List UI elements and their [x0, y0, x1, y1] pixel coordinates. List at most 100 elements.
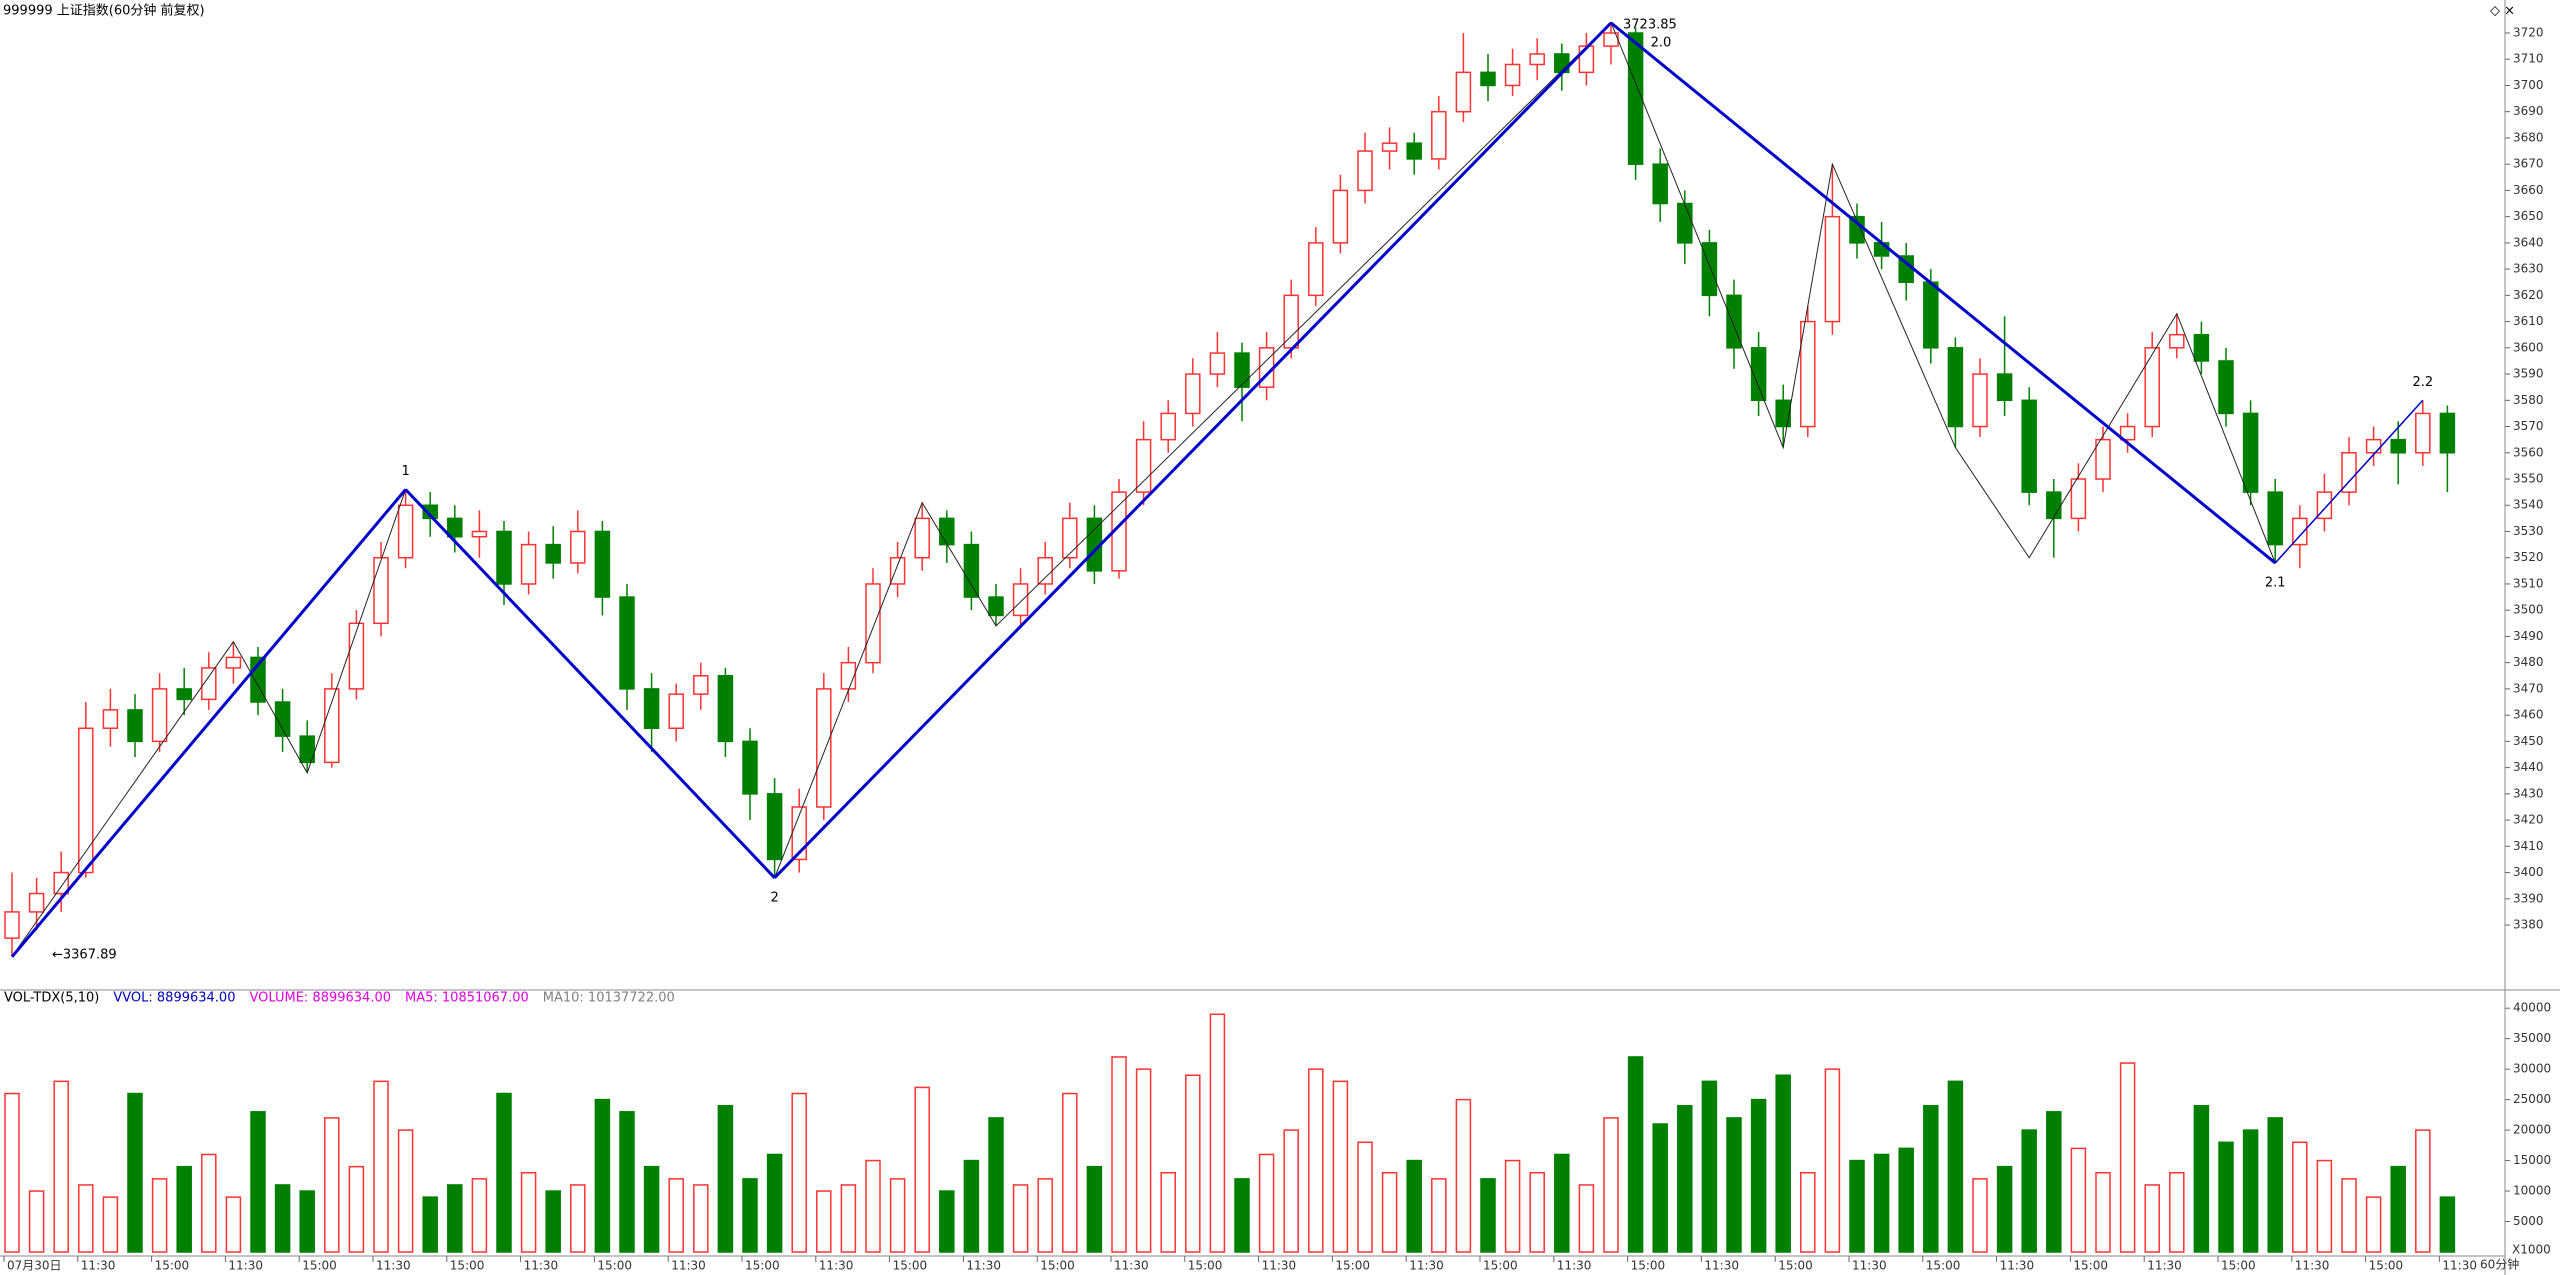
x-tick-label: 15:00: [2369, 1259, 2404, 1273]
y-tick-label: 3570: [2513, 419, 2544, 433]
y-tick-label: 3580: [2513, 393, 2544, 407]
candle-body: [127, 709, 143, 743]
volume-bar: [1406, 1159, 1422, 1253]
vol-y-tick-label: 30000: [2513, 1062, 2551, 1076]
x-tick-label: 15:00: [1040, 1259, 1075, 1273]
volume-bar: [422, 1196, 438, 1253]
candle-body: [570, 530, 586, 564]
volume-bar: [1283, 1129, 1299, 1253]
candle-body: [816, 688, 832, 808]
volume-bar: [1381, 1172, 1398, 1253]
wave-line: [773, 21, 1613, 879]
candle-body: [324, 688, 340, 764]
candle-body: [348, 622, 365, 690]
candle-body: [619, 596, 635, 690]
volume-bar: [1529, 1172, 1545, 1253]
candle-body: [865, 583, 881, 664]
candle-body: [2415, 412, 2431, 454]
low-annotation: ←3367.89: [52, 947, 117, 962]
volume-bar: [176, 1165, 192, 1253]
volume-bar: [1357, 1141, 1373, 1253]
vol-y-tick-label: 40000: [2513, 1001, 2551, 1015]
x-tick-label: 15:00: [745, 1259, 780, 1273]
x-tick-label: 15:00: [1188, 1259, 1223, 1273]
x-tick-label: 11:30: [1409, 1259, 1444, 1273]
window-buttons[interactable]: ◇ ×: [2490, 4, 2515, 19]
candle-body: [939, 517, 955, 546]
volume-bar: [1209, 1013, 1226, 1253]
candle-body: [2365, 438, 2382, 454]
volume-bar: [102, 1196, 119, 1253]
volume-bar: [2169, 1172, 2185, 1253]
volume-bar: [1332, 1080, 1349, 1253]
volume-bar: [1504, 1159, 1521, 1253]
candle-body: [225, 656, 242, 669]
y-tick-label: 3490: [2513, 629, 2544, 643]
volume-bar: [397, 1129, 414, 1253]
x-tick-label: 15:00: [1926, 1259, 1961, 1273]
volume-bar: [1086, 1165, 1103, 1253]
chart-title: 999999 上证指数(60分钟 前复权): [3, 3, 205, 19]
candle-body: [201, 667, 217, 701]
candle-body: [4, 911, 20, 939]
volume-bar: [1947, 1080, 1964, 1253]
volume-bar: [816, 1190, 832, 1253]
y-tick-label: 3420: [2513, 813, 2544, 827]
candle-body: [151, 688, 168, 743]
candle-body: [545, 543, 561, 564]
volume-bar: [1135, 1068, 1152, 1253]
candle-body: [1824, 215, 1841, 323]
volume-bar: [1849, 1159, 1865, 1253]
volume-bar: [914, 1086, 930, 1253]
candle-body: [594, 530, 611, 598]
x-tick-label: 11:30: [966, 1259, 1001, 1273]
volume-bar: [1480, 1178, 1496, 1253]
volume-bar: [2046, 1111, 2062, 1253]
wave-label: 2: [770, 890, 778, 905]
volume-bar: [201, 1153, 217, 1253]
candle-body: [1627, 32, 1644, 165]
y-tick-label: 3540: [2513, 498, 2544, 512]
candle-body: [914, 517, 930, 559]
candle-body: [1677, 202, 1693, 244]
y-tick-label: 3390: [2513, 891, 2544, 905]
volume-bar: [520, 1172, 537, 1253]
candle-body: [2341, 452, 2357, 493]
candle-body: [1406, 142, 1422, 160]
volume-bar: [2070, 1147, 2087, 1253]
candle-body: [2390, 438, 2406, 454]
candle-body: [1381, 142, 1398, 152]
y-tick-label: 3480: [2513, 655, 2544, 669]
volume-bar: [151, 1178, 168, 1253]
wave-label: 2.1: [2265, 575, 2286, 590]
volume-bar: [939, 1190, 955, 1253]
candle-body: [1209, 352, 1226, 375]
volume-bar: [2193, 1104, 2210, 1253]
x-tick-label: 11:30: [2442, 1259, 2477, 1273]
candle-body: [1972, 373, 1988, 428]
y-tick-label: 3660: [2513, 183, 2544, 197]
volume-bar: [1800, 1172, 1816, 1253]
volume-bar: [889, 1178, 906, 1253]
volume-bar: [324, 1117, 340, 1253]
volume-bar: [545, 1190, 561, 1253]
candle-body: [373, 556, 389, 625]
y-tick-label: 3590: [2513, 367, 2544, 381]
volume-bar: [2095, 1172, 2111, 1253]
volume-bar: [1234, 1178, 1250, 1253]
x-tick-label: 11:30: [81, 1259, 116, 1273]
volume-bar: [496, 1092, 512, 1253]
volume-bar: [1701, 1080, 1718, 1253]
volume-bar: [963, 1159, 980, 1253]
volume-bar: [2316, 1159, 2333, 1253]
volume-bar: [2144, 1184, 2160, 1253]
volume-bar: [1603, 1117, 1619, 1253]
volume-bar: [1652, 1123, 1668, 1253]
candle-body: [889, 556, 906, 585]
candle-body: [53, 871, 69, 895]
volume-bar: [28, 1190, 45, 1253]
candle-body: [2267, 491, 2283, 546]
x-tick-label: 15:00: [450, 1259, 485, 1273]
candle-body: [1283, 294, 1299, 349]
volume-legend-entry: MA10: 10137722.00: [543, 991, 675, 1006]
